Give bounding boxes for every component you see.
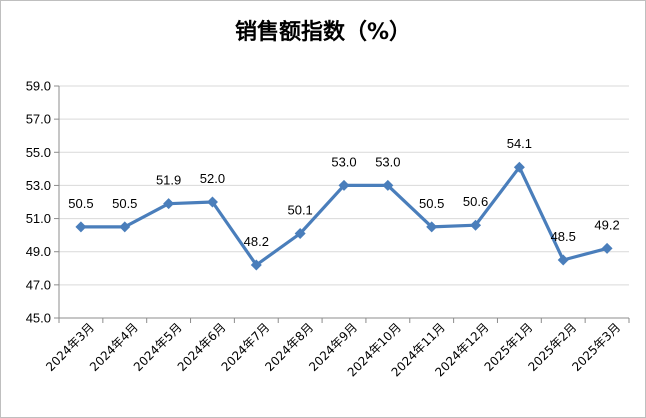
- data-point: [557, 254, 569, 266]
- data-label: 50.5: [419, 196, 444, 211]
- y-tick-label: 55.0: [26, 145, 51, 160]
- data-point: [513, 161, 525, 173]
- data-point: [119, 221, 131, 233]
- data-point: [338, 179, 350, 191]
- axes: [54, 85, 630, 323]
- y-tick-label: 59.0: [26, 79, 51, 94]
- data-point: [75, 221, 87, 233]
- data-label: 53.0: [375, 154, 400, 169]
- data-label: 54.1: [507, 136, 532, 151]
- data-label: 48.5: [551, 229, 576, 244]
- y-tick-label: 53.0: [26, 178, 51, 193]
- y-tick-label: 49.0: [26, 244, 51, 259]
- gridlines: [59, 85, 629, 286]
- data-label: 50.6: [463, 194, 488, 209]
- y-axis-ticks: 45.0 47.0 49.0 51.0 53.0 55.0 57.0 59.0: [26, 79, 51, 326]
- data-point: [294, 227, 306, 239]
- y-tick-label: 47.0: [26, 277, 51, 292]
- data-label: 50.5: [68, 196, 93, 211]
- data-label: 51.9: [156, 173, 181, 188]
- y-tick-label: 57.0: [26, 112, 51, 127]
- data-label: 49.2: [594, 217, 619, 232]
- chart-title: 销售额指数（%）: [235, 19, 411, 45]
- series-sales-index: [75, 161, 613, 271]
- data-point: [382, 179, 394, 191]
- data-point: [601, 242, 613, 254]
- data-label: 50.1: [287, 202, 312, 217]
- data-point: [250, 259, 262, 271]
- data-point: [206, 196, 218, 208]
- data-label: 52.0: [200, 171, 225, 186]
- data-label: 50.5: [112, 196, 137, 211]
- data-point: [163, 198, 175, 210]
- data-label: 53.0: [331, 154, 356, 169]
- x-axis-ticks: 2024年3月2024年4月2024年5月2024年6月2024年7月2024年…: [43, 320, 623, 379]
- y-tick-label: 51.0: [26, 211, 51, 226]
- data-labels: 50.5 50.5 51.9 52.0 48.2 50.1 53.0 53.0 50.5 50.6…: [68, 136, 619, 249]
- data-point: [470, 219, 482, 231]
- data-label: 48.2: [244, 234, 269, 249]
- data-point: [426, 221, 438, 233]
- y-tick-label: 45.0: [26, 311, 51, 326]
